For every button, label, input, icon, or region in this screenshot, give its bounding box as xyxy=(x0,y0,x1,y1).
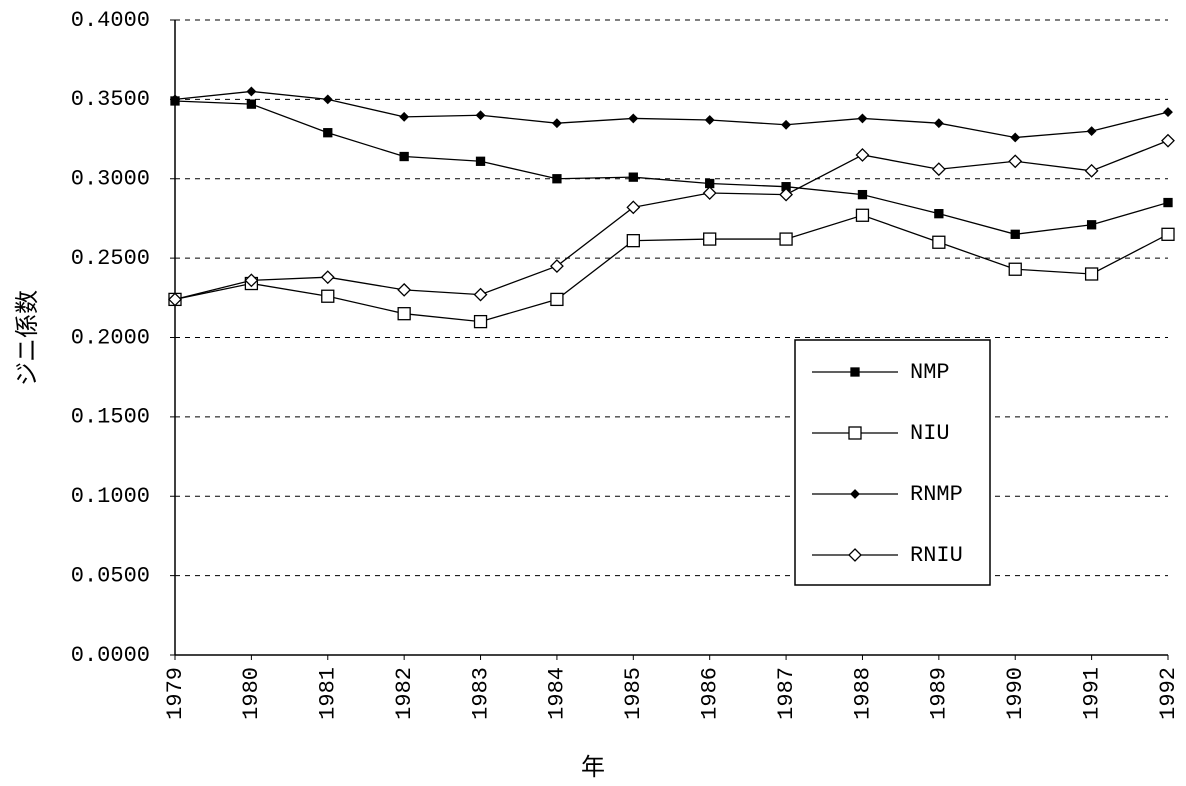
marker xyxy=(550,259,564,273)
x-tick-label: 1990 xyxy=(1003,667,1028,720)
x-tick-label: 1985 xyxy=(621,667,646,720)
x-tick-label: 1979 xyxy=(163,667,188,720)
x-tick-label: 1989 xyxy=(927,667,952,720)
x-axis-label: 年 xyxy=(581,753,605,781)
marker xyxy=(399,111,410,122)
marker xyxy=(168,292,182,307)
legend-label: RNIU xyxy=(910,543,963,568)
marker xyxy=(399,151,409,162)
marker xyxy=(703,232,717,246)
marker xyxy=(1163,107,1173,117)
marker xyxy=(552,118,562,129)
marker xyxy=(1084,267,1099,281)
x-tick-label: 1986 xyxy=(698,667,723,720)
marker xyxy=(779,232,793,246)
x-tick-label: 1988 xyxy=(850,667,875,720)
legend-label: NMP xyxy=(910,360,950,385)
marker xyxy=(704,115,715,125)
marker xyxy=(1163,197,1173,208)
legend-label: NIU xyxy=(910,421,950,446)
marker xyxy=(848,426,862,440)
marker xyxy=(855,208,870,222)
marker xyxy=(1008,262,1022,276)
marker xyxy=(628,172,638,182)
marker xyxy=(931,162,946,177)
marker xyxy=(855,148,870,162)
y-tick-label: 0.4000 xyxy=(71,8,150,33)
y-tick-label: 0.2500 xyxy=(71,246,150,271)
legend-label: RNMP xyxy=(910,482,963,507)
x-tick-label: 1983 xyxy=(468,667,493,720)
marker xyxy=(934,209,944,219)
marker xyxy=(857,113,868,124)
marker xyxy=(397,307,411,321)
y-tick-label: 0.2000 xyxy=(71,325,150,350)
x-tick-label: 1982 xyxy=(392,667,417,720)
marker xyxy=(475,156,486,166)
marker xyxy=(850,367,860,377)
y-tick-label: 0.3000 xyxy=(71,167,150,192)
marker xyxy=(1161,227,1175,241)
marker xyxy=(552,174,562,184)
marker xyxy=(850,489,860,499)
marker xyxy=(246,99,257,109)
marker xyxy=(321,289,335,303)
marker xyxy=(779,187,793,202)
marker xyxy=(1008,154,1023,169)
marker xyxy=(626,234,640,248)
marker xyxy=(475,110,486,121)
marker xyxy=(246,86,257,97)
y-axis-label: ジニ係数 xyxy=(13,290,41,386)
y-tick-label: 0.1500 xyxy=(71,405,150,430)
y-tick-label: 0.3500 xyxy=(71,87,150,112)
marker xyxy=(397,282,412,297)
legend-box xyxy=(794,339,991,586)
marker xyxy=(702,186,717,200)
y-tick-label: 0.0500 xyxy=(71,563,150,588)
series-line xyxy=(174,100,1169,235)
x-tick-label: 1984 xyxy=(545,667,570,720)
marker xyxy=(848,548,862,562)
y-tick-label: 0.1000 xyxy=(71,484,150,509)
series-line xyxy=(174,90,1169,139)
marker xyxy=(932,235,946,249)
marker xyxy=(244,273,259,288)
marker xyxy=(323,128,333,138)
marker xyxy=(473,287,488,302)
marker xyxy=(781,119,791,130)
x-tick-label: 1991 xyxy=(1079,667,1104,720)
marker xyxy=(170,94,180,105)
marker xyxy=(1086,126,1097,137)
legend: NMP NIU RNMP RNIU xyxy=(794,339,991,586)
series-line xyxy=(174,140,1169,301)
x-tick-label: 1980 xyxy=(239,667,264,720)
x-tick-label: 1981 xyxy=(316,667,341,720)
marker xyxy=(1010,229,1020,239)
marker xyxy=(1084,163,1099,178)
marker xyxy=(320,270,335,285)
marker xyxy=(933,118,944,129)
series-line xyxy=(174,214,1169,323)
marker xyxy=(473,314,488,329)
marker xyxy=(1010,132,1021,143)
x-tick-label: 1987 xyxy=(774,667,799,720)
x-tick-label: 1992 xyxy=(1156,667,1181,720)
marker xyxy=(628,113,639,124)
y-tick-label: 0.0000 xyxy=(71,643,150,668)
marker xyxy=(626,200,641,215)
marker xyxy=(1161,133,1175,148)
marker xyxy=(1086,220,1097,230)
marker xyxy=(550,292,564,307)
marker xyxy=(322,94,333,105)
marker xyxy=(857,189,868,200)
